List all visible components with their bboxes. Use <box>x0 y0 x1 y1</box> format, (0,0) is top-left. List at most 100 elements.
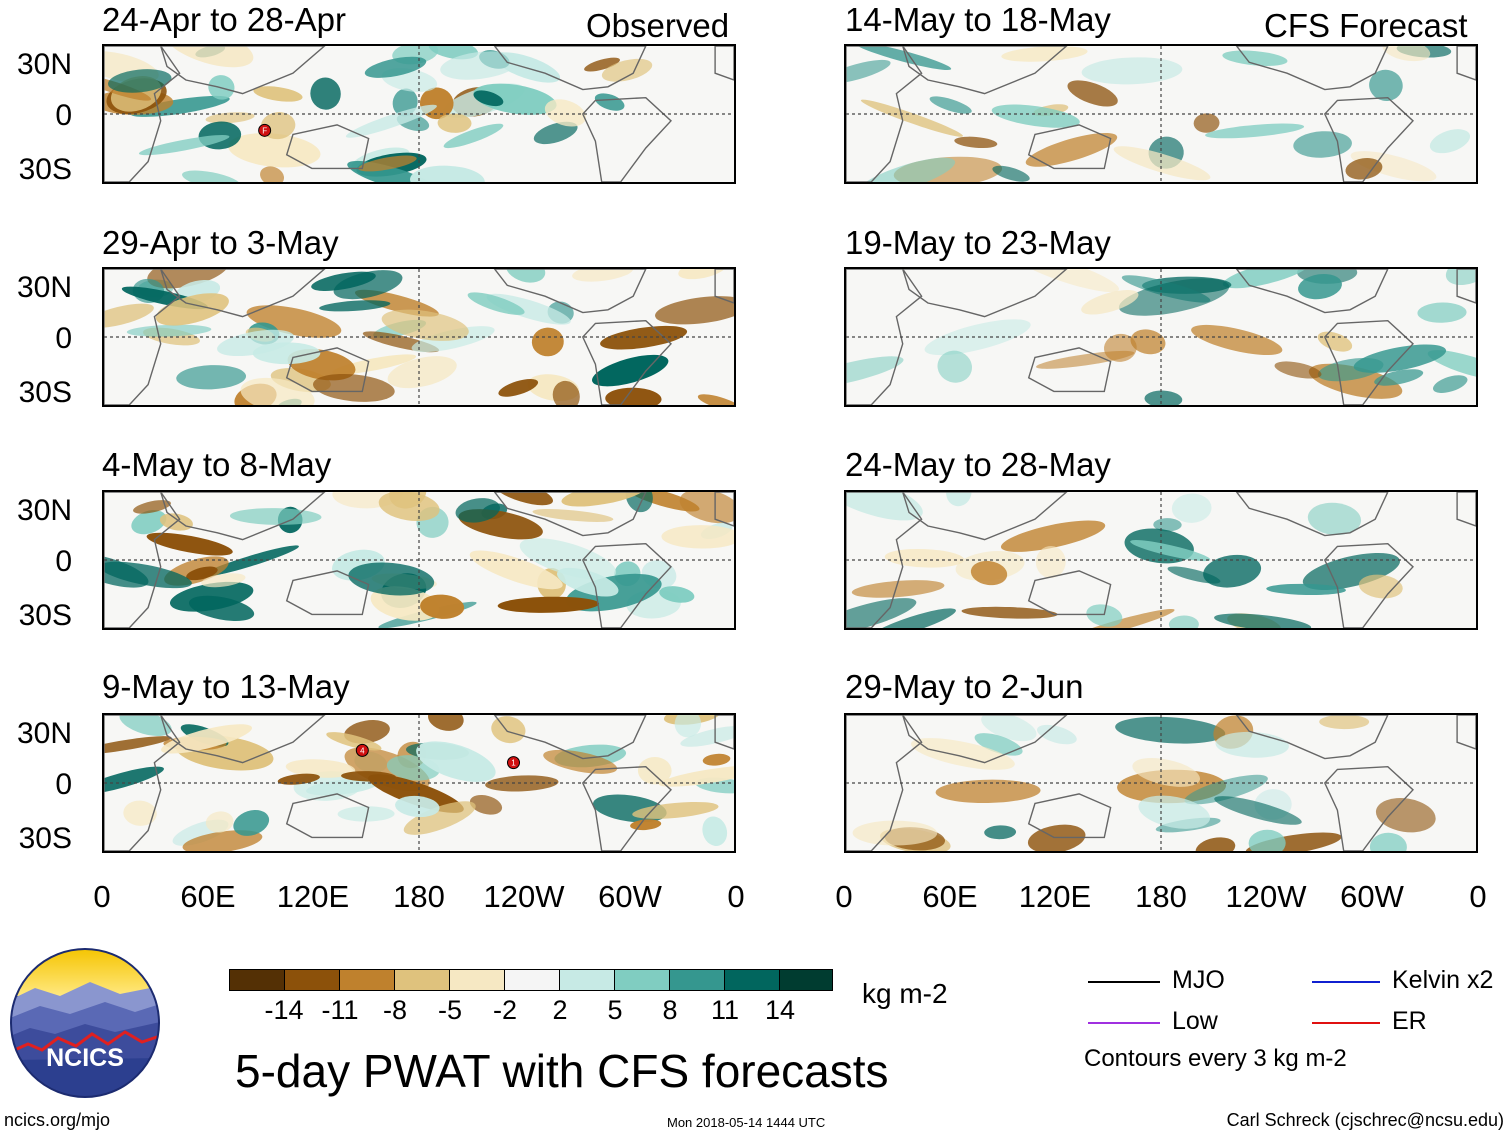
anomaly-blob <box>605 387 662 405</box>
legend-kelvin-label: Kelvin x2 <box>1392 966 1494 994</box>
colorbar-label: -2 <box>492 995 517 1025</box>
anomaly-blob <box>884 548 965 568</box>
anomaly-blob <box>104 561 192 589</box>
anomaly-blob <box>678 269 727 280</box>
anomaly-blob <box>505 269 546 283</box>
panel-title-4: 9-May to 13-May <box>102 668 350 705</box>
anomaly-blob <box>161 724 253 754</box>
anomaly-blob <box>1144 390 1183 405</box>
anomaly-blob <box>1307 502 1362 535</box>
anomaly-blob <box>381 309 469 341</box>
anomaly-blob <box>1171 493 1212 523</box>
anomaly-blob <box>333 270 403 300</box>
anomaly-blob <box>387 356 457 389</box>
anomaly-blob <box>1203 554 1262 588</box>
anomaly-blob <box>1168 615 1199 628</box>
lat-label: 0 <box>55 768 72 801</box>
anomaly-blob <box>416 741 496 782</box>
anomaly-blob <box>544 99 586 127</box>
coastline <box>285 347 370 393</box>
legend-kelvin-line <box>1312 981 1380 983</box>
colorbar-swatch <box>449 969 505 991</box>
colorbar-label: 8 <box>662 995 678 1025</box>
lon-label: 180 <box>393 879 445 914</box>
anomaly-blob <box>1193 113 1220 133</box>
anomaly-blob <box>697 394 734 405</box>
legend-mjo-line <box>1088 981 1160 983</box>
anomaly-blob <box>326 732 382 751</box>
anomaly-blob <box>1248 829 1286 851</box>
anomaly-blob <box>911 738 1015 770</box>
anomaly-blob <box>846 492 923 521</box>
anomaly-blob <box>655 296 734 325</box>
anomaly-blob <box>188 595 255 621</box>
anomaly-blob <box>1118 278 1230 316</box>
colorbar-label: 5 <box>607 995 623 1025</box>
map-canvas <box>846 46 1476 182</box>
panel-title-6: 19-May to 23-May <box>845 224 1111 261</box>
anomaly-blob <box>1027 824 1086 851</box>
anomaly-blob <box>584 57 620 72</box>
colorbar-label: 2 <box>552 995 568 1025</box>
coastline <box>846 46 923 182</box>
anomaly-blob <box>1167 566 1221 584</box>
anomaly-blob <box>658 765 734 787</box>
lat-label: 30N <box>16 271 72 304</box>
anomaly-blob <box>126 324 212 337</box>
anomaly-blob <box>420 594 465 619</box>
anomaly-blob <box>1432 375 1468 393</box>
coastline <box>1027 793 1112 839</box>
anomaly-blob <box>1115 716 1226 744</box>
anomaly-blob <box>924 319 1031 356</box>
anomaly-blob <box>1319 715 1370 730</box>
anomaly-blob <box>661 525 734 549</box>
map-panel-6 <box>844 267 1478 407</box>
anomaly-blob <box>600 325 688 350</box>
coastline <box>493 715 647 760</box>
anomaly-blob <box>674 715 702 738</box>
anomaly-blob <box>556 567 619 597</box>
anomaly-blob <box>935 779 1041 804</box>
anomaly-blob <box>1184 774 1268 805</box>
footer-url: ncics.org/mjo <box>4 1110 111 1130</box>
anomaly-blob <box>364 56 427 78</box>
anomaly-blob <box>1317 331 1353 352</box>
colorbar-label: 14 <box>764 995 796 1025</box>
lat-label: 30N <box>16 48 72 81</box>
anomaly-blob <box>205 811 234 833</box>
anomaly-blob <box>182 830 263 851</box>
anomaly-blob <box>637 756 672 785</box>
anomaly-blob <box>306 778 378 796</box>
colorbar-swatch <box>504 969 560 991</box>
panel-title-7: 24-May to 28-May <box>845 446 1111 483</box>
anomaly-blob <box>1302 553 1400 590</box>
anomaly-blob <box>1191 324 1283 356</box>
anomaly-blob <box>1025 132 1118 167</box>
anomaly-blob <box>561 492 646 507</box>
map-canvas: 41 <box>104 715 734 851</box>
anomaly-blob <box>319 300 391 312</box>
anomaly-blob <box>410 165 485 182</box>
panel-title-2: 29-Apr to 3-May <box>102 224 339 261</box>
anomaly-blob <box>1132 758 1201 787</box>
colorbar-swatch <box>779 969 833 991</box>
coastline <box>901 715 1068 764</box>
anomaly-blob <box>533 121 578 145</box>
coastline <box>159 492 326 541</box>
map-panel-8 <box>844 713 1478 853</box>
anomaly-blob <box>119 715 172 737</box>
anomaly-blob <box>1427 350 1476 381</box>
coastline <box>1235 269 1389 314</box>
anomaly-blob <box>1153 518 1182 532</box>
anomaly-blob <box>1214 796 1302 825</box>
anomaly-blob <box>532 508 614 522</box>
logo-text: NCICS <box>46 1044 124 1072</box>
coastline <box>1323 96 1414 182</box>
map-panel-3 <box>102 490 736 630</box>
map-panel-7 <box>844 490 1478 630</box>
anomaly-blob <box>659 586 695 603</box>
anomaly-blob <box>176 365 247 390</box>
anomaly-blob <box>992 165 1030 182</box>
colorbar-swatch <box>669 969 725 991</box>
lat-label: 0 <box>55 322 72 355</box>
